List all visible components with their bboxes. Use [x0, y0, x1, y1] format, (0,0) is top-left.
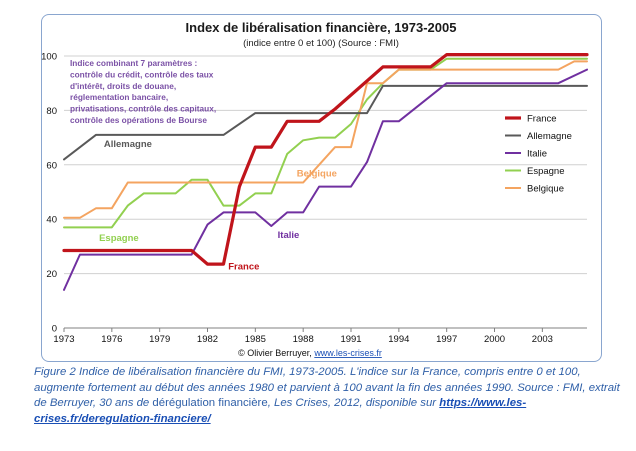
legend-label-france: France — [527, 114, 557, 125]
note-line: privatisations, contrôle des capitaux, — [70, 104, 216, 114]
note-line: réglementation bancaire, — [70, 92, 168, 102]
chart-title: Index de libéralisation financière, 1973… — [186, 20, 457, 35]
x-tick-label: 1994 — [388, 334, 409, 345]
series-annotations: Allemagne Espagne France Italie Belgique — [99, 139, 337, 272]
series-lines — [62, 52, 589, 291]
x-tick-label: 1982 — [197, 334, 218, 345]
caption-link[interactable]: https://www.les-crises.fr/deregulation-f… — [34, 397, 527, 425]
legend-label-italie: Italie — [527, 149, 547, 160]
series-line-france — [62, 52, 589, 266]
legend-label-belgique: Belgique — [527, 184, 564, 195]
y-tick-label: 20 — [46, 269, 57, 280]
parameter-note: Indice combinant 7 paramètres :contrôle … — [70, 58, 216, 125]
series-label-espagne: Espagne — [99, 233, 139, 244]
chart-credit: © Olivier Berruyer, www.les-crises.fr — [238, 348, 382, 358]
note-line: Indice combinant 7 paramètres : — [70, 58, 197, 68]
note-line: contrôle des opérations de Bourse — [70, 115, 207, 125]
x-tick-label: 1979 — [149, 334, 170, 345]
axes: 0 20 40 60 80 100 1973 1976 1979 1982 1985 1988 1991… — [41, 52, 587, 345]
note-line: contrôle du crédit, contrôle des taux — [70, 69, 214, 79]
line-chart: Index de libéralisation financière, 1973… — [41, 20, 589, 358]
series-label-italie: Italie — [278, 230, 300, 241]
x-tick-label: 1991 — [340, 334, 361, 345]
x-tick-label: 1976 — [101, 334, 122, 345]
series-label-belgique: Belgique — [297, 168, 337, 179]
x-tick-label: 1997 — [436, 334, 457, 345]
legend-label-espagne: Espagne — [527, 166, 565, 177]
series-label-allemagne: Allemagne — [104, 139, 152, 150]
caption-source-title: dérégulation financière — [152, 397, 268, 410]
y-tick-label: 40 — [46, 215, 57, 226]
note-line: d'intérêt, droits de douane, — [70, 81, 176, 91]
caption-lead: Figure 2 Indice de libéralisation financ… — [34, 366, 620, 410]
y-tick-label: 80 — [46, 106, 57, 117]
credit-link[interactable]: www.les-crises.fr — [313, 348, 382, 358]
series-label-france: France — [228, 262, 259, 273]
legend-label-allemagne: Allemagne — [527, 131, 572, 142]
credit-text: © Olivier Berruyer, — [238, 348, 314, 358]
series-line-italie — [63, 68, 588, 291]
chart-subtitle: (indice entre 0 et 100) (Source : FMI) — [243, 38, 399, 49]
x-tick-label: 1985 — [245, 334, 266, 345]
x-tick-label: 1973 — [53, 334, 74, 345]
y-tick-label: 0 — [52, 324, 57, 335]
x-tick-label: 1988 — [293, 334, 314, 345]
legend: France Allemagne Italie Espagne Belgique — [505, 114, 572, 195]
x-tick-label: 2003 — [532, 334, 553, 345]
series-line-belgique — [63, 60, 588, 219]
y-tick-label: 100 — [41, 52, 57, 63]
x-tick-label: 2000 — [484, 334, 505, 345]
y-tick-label: 60 — [46, 160, 57, 171]
figure-caption: Figure 2 Indice de libéralisation financ… — [34, 365, 624, 427]
series-line-allemagne — [63, 84, 588, 161]
caption-middle: , Les Crises, 2012, disponible sur — [267, 397, 440, 410]
